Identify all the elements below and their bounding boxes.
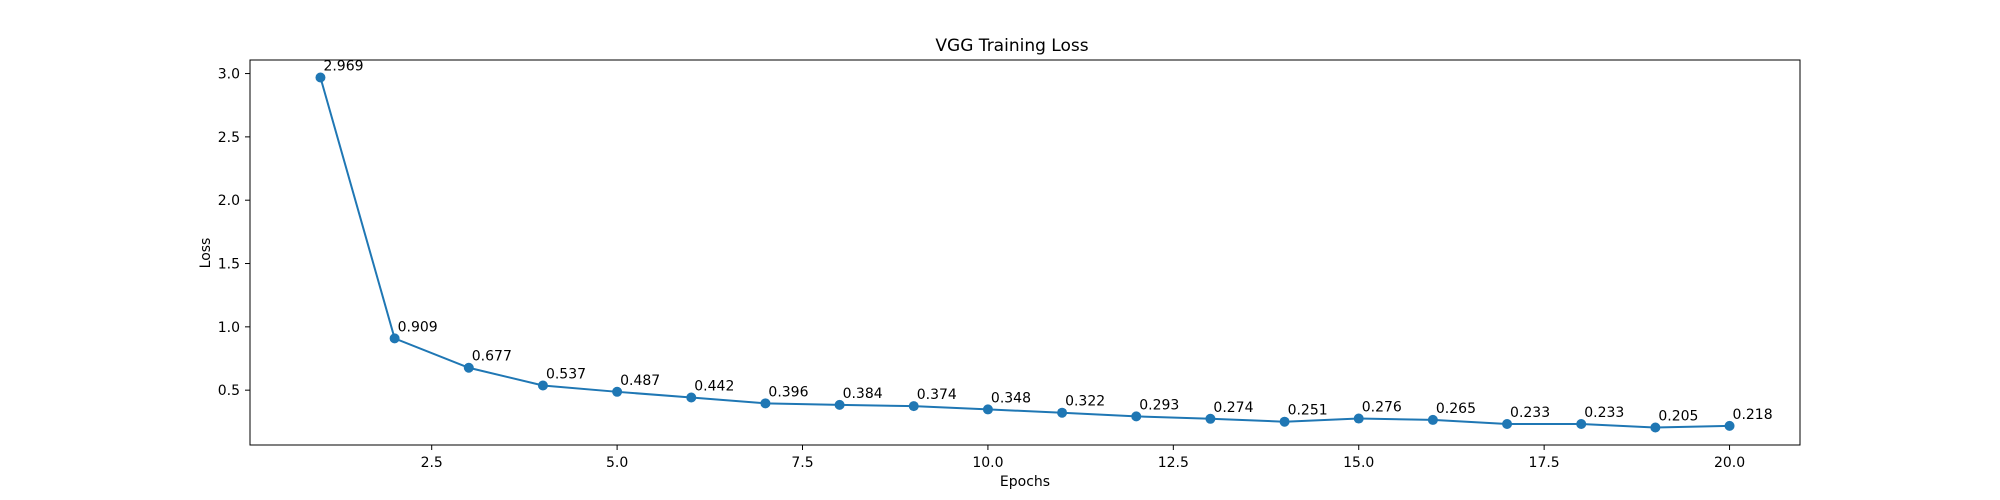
data-label: 0.218 <box>1733 407 1773 423</box>
y-axis-label: Loss <box>198 238 214 269</box>
y-tick-label: 1.0 <box>218 320 240 336</box>
data-label: 0.251 <box>1288 403 1328 419</box>
data-label: 0.384 <box>843 386 883 402</box>
data-point <box>982 404 993 415</box>
data-point <box>1131 411 1142 422</box>
x-tick-label: 7.5 <box>791 455 813 471</box>
data-label: 0.442 <box>694 379 734 395</box>
data-point <box>537 380 548 391</box>
plot-frame <box>249 59 1801 446</box>
data-point <box>1502 418 1513 429</box>
y-tick-label: 3.0 <box>218 67 240 83</box>
data-point <box>1279 416 1290 427</box>
data-point <box>315 72 326 83</box>
x-tick-label: 12.5 <box>1158 455 1189 471</box>
data-label: 0.677 <box>472 349 512 365</box>
data-label: 0.348 <box>991 390 1031 406</box>
series-line <box>319 77 1730 429</box>
data-label: 0.322 <box>1065 394 1105 410</box>
data-label: 0.274 <box>1213 400 1253 416</box>
x-tick-label: 10.0 <box>972 455 1003 471</box>
data-point <box>834 399 845 410</box>
y-tick-label: 2.0 <box>218 193 240 209</box>
data-label: 0.909 <box>398 319 438 335</box>
data-label: 0.537 <box>546 366 586 382</box>
x-axis: 2.5 5.0 7.5 10.0 12.5 15.0 17.5 20.0 <box>421 445 1745 471</box>
data-label: 0.233 <box>1510 405 1550 421</box>
x-tick-label: 2.5 <box>421 455 443 471</box>
data-point <box>760 398 771 409</box>
x-tick-label: 15.0 <box>1343 455 1374 471</box>
data-point <box>686 392 697 403</box>
x-axis-label: Epochs <box>1000 474 1050 490</box>
data-point <box>1576 418 1587 429</box>
data-point <box>463 362 474 373</box>
data-label: 0.487 <box>620 373 660 389</box>
data-point <box>1057 407 1068 418</box>
data-point <box>1427 414 1438 425</box>
data-point <box>389 333 400 344</box>
y-tick-label: 0.5 <box>218 383 240 399</box>
y-tick-label: 2.5 <box>218 130 240 146</box>
data-point <box>612 386 623 397</box>
x-tick-label: 17.5 <box>1529 455 1560 471</box>
data-label: 0.293 <box>1139 397 1179 413</box>
y-tick-label: 1.5 <box>218 257 240 273</box>
data-label: 0.396 <box>768 384 808 400</box>
data-label: 0.233 <box>1584 405 1624 421</box>
data-point <box>908 401 919 412</box>
data-label: 0.205 <box>1658 409 1698 425</box>
data-point <box>1353 413 1364 424</box>
y-axis: 0.5 1.0 1.5 2.0 2.5 3.0 <box>218 67 250 399</box>
x-tick-label: 5.0 <box>606 455 628 471</box>
chart-title: VGG Training Loss <box>935 36 1088 56</box>
plot-area: 2.969 0.909 0.677 0.537 0.487 0.442 0.396 0.384… <box>315 58 1773 433</box>
data-label: 0.374 <box>917 387 957 403</box>
data-label: 2.969 <box>323 58 363 74</box>
x-tick-label: 20.0 <box>1714 455 1745 471</box>
data-label: 0.265 <box>1436 401 1476 417</box>
data-point <box>1724 420 1735 431</box>
data-label: 0.276 <box>1362 400 1402 416</box>
data-point <box>1650 422 1661 433</box>
data-point <box>1205 413 1216 424</box>
